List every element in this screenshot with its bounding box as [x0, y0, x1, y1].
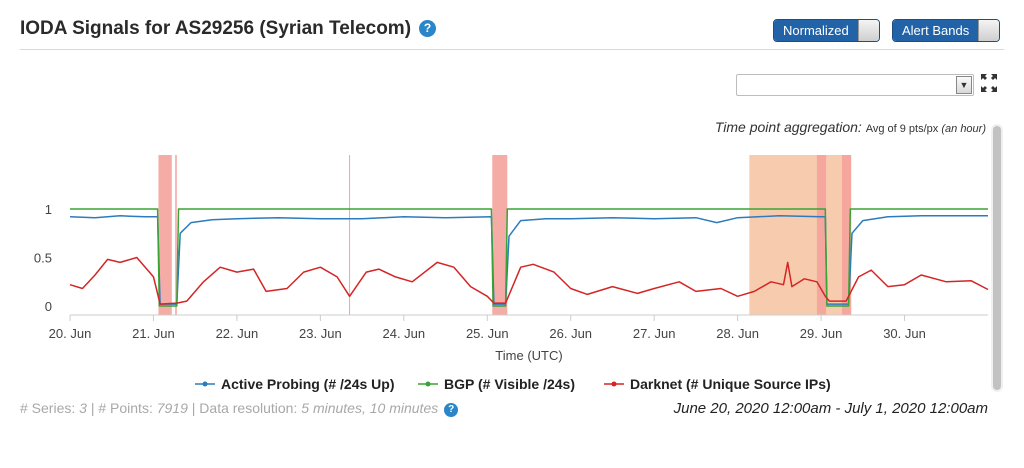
x-tick-label: 24. Jun [382, 326, 425, 341]
chart-stats: # Series: 3 | # Points: 7919 | Data reso… [20, 400, 459, 417]
help-icon[interactable]: ? [419, 20, 437, 37]
warning-band [749, 155, 852, 315]
chevron-down-icon[interactable]: ▼ [956, 76, 972, 94]
legend-bgp-label: BGP (# Visible /24s) [444, 376, 575, 392]
legend-darknet[interactable]: Darknet (# Unique Source IPs) [604, 376, 831, 392]
page-title: IODA Signals for AS29256 (Syrian Telecom… [20, 18, 437, 40]
normalized-toggle-label: Normalized [774, 20, 858, 41]
series-count-value: 3 [79, 400, 87, 416]
x-tick-label: 30. Jun [883, 326, 926, 341]
alert-bands-toggle[interactable]: Alert Bands [892, 19, 1001, 42]
series-select[interactable]: ▼ [736, 74, 974, 96]
legend-active-probing[interactable]: Active Probing (# /24s Up) [195, 376, 394, 392]
x-tick-label: 23. Jun [299, 326, 342, 341]
header-divider [20, 49, 1004, 50]
alert-band-0 [158, 155, 172, 315]
y-tick-label: 1 [45, 202, 52, 217]
legend-active-probing-label: Active Probing (# /24s Up) [221, 376, 395, 392]
aggregation-unit: (an hour) [941, 123, 986, 135]
y-tick-label: 0 [45, 299, 52, 314]
chart-scrollbar[interactable] [991, 124, 1003, 392]
alert-band-3 [816, 155, 827, 315]
x-tick-label: 29. Jun [800, 326, 843, 341]
aggregation-detail: Avg of 9 pts/px [865, 123, 939, 135]
series-count-label: # Series: [20, 400, 76, 416]
x-tick-label: 25. Jun [466, 326, 509, 341]
aggregation-info: Time point aggregation: Avg of 9 pts/px … [715, 119, 986, 135]
chart-scrollbar-thumb[interactable] [993, 126, 1001, 390]
series-bgp [70, 208, 988, 307]
x-tick-label: 22. Jun [216, 326, 259, 341]
alert-bands-toggle-label: Alert Bands [893, 20, 979, 41]
alert-bands-toggle-knob[interactable] [978, 20, 1000, 41]
resolution-label: | Data resolution: [191, 400, 298, 416]
x-axis-title: Time (UTC) [495, 348, 562, 363]
legend-darknet-label: Darknet (# Unique Source IPs) [630, 376, 831, 392]
resolution-value: 5 minutes, 10 minutes [301, 400, 439, 416]
page-title-text: IODA Signals for AS29256 (Syrian Telecom… [20, 18, 412, 39]
expand-icon[interactable] [979, 72, 999, 94]
date-range: June 20, 2020 12:00am - July 1, 2020 12:… [673, 400, 988, 417]
resolution-help-icon[interactable]: ? [444, 403, 459, 417]
alert-band-2 [492, 155, 508, 315]
y-tick-label: 0.5 [34, 251, 52, 266]
x-tick-label: 21. Jun [132, 326, 175, 341]
x-tick-label: 20. Jun [49, 326, 92, 341]
normalized-toggle[interactable]: Normalized [773, 19, 880, 42]
x-tick-label: 27. Jun [633, 326, 676, 341]
alert-band-1 [175, 155, 177, 315]
legend-bgp[interactable]: BGP (# Visible /24s) [418, 376, 575, 392]
points-count-label: | # Points: [90, 400, 153, 416]
aggregation-label: Time point aggregation: [714, 119, 862, 135]
x-tick-label: 28. Jun [716, 326, 759, 341]
x-tick-label: 26. Jun [549, 326, 592, 341]
points-count-value: 7919 [156, 400, 188, 416]
series-darknet [69, 256, 989, 305]
alert-band-4 [841, 155, 852, 315]
normalized-toggle-knob[interactable] [857, 20, 879, 41]
